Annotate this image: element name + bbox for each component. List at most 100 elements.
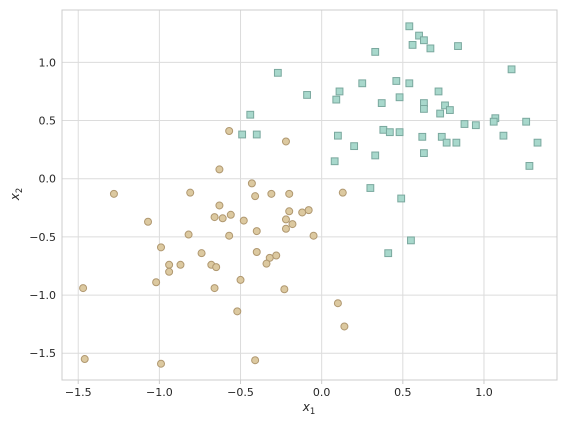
- square-point: [442, 138, 451, 147]
- circle-point: [186, 188, 195, 197]
- circle-point: [285, 189, 294, 198]
- x-axis-label: x1: [302, 400, 316, 417]
- square-point: [525, 162, 534, 170]
- circle-point: [176, 260, 185, 269]
- plot-border: [61, 9, 558, 381]
- circle-point: [226, 210, 235, 219]
- square-point: [395, 128, 404, 137]
- square-point: [445, 106, 454, 114]
- circle-point: [212, 263, 221, 272]
- square-point: [397, 194, 406, 203]
- circle-point: [109, 189, 118, 198]
- circle-point: [225, 231, 234, 240]
- circle-series: [79, 127, 349, 368]
- circle-point: [197, 249, 206, 258]
- square-point: [408, 41, 417, 49]
- circle-point: [285, 207, 294, 216]
- square-point: [303, 91, 311, 99]
- square-point: [334, 131, 342, 140]
- y-tick-label: −1.5: [29, 347, 56, 360]
- square-point: [452, 138, 461, 147]
- square-point: [418, 132, 427, 141]
- circle-point: [281, 224, 290, 233]
- square-point: [426, 44, 435, 53]
- y-tick-label: 0.0: [39, 173, 57, 186]
- circle-point: [251, 356, 260, 365]
- x-tick-label: −1.0: [146, 386, 173, 399]
- square-point: [415, 31, 423, 40]
- circle-point: [333, 299, 342, 308]
- square-point: [434, 87, 443, 96]
- circle-point: [281, 137, 290, 146]
- circle-point: [304, 206, 313, 215]
- square-point: [392, 77, 401, 85]
- square-point: [273, 68, 282, 77]
- square-point: [395, 93, 404, 102]
- circle-point: [157, 359, 165, 368]
- circle-point: [165, 267, 174, 276]
- square-point: [489, 117, 498, 126]
- square-point: [471, 121, 480, 130]
- circle-point: [247, 179, 256, 188]
- circle-point: [215, 165, 224, 174]
- circle-point: [239, 216, 248, 225]
- square-point: [371, 151, 380, 160]
- square-point: [371, 47, 380, 56]
- square-point: [379, 125, 388, 134]
- grid: [62, 10, 557, 380]
- circle-point: [309, 231, 318, 240]
- y-axis-label: x2: [8, 188, 25, 202]
- square-point: [437, 132, 446, 141]
- circle-point: [252, 248, 261, 257]
- circle-point: [79, 284, 88, 293]
- circle-point: [157, 243, 165, 252]
- circle-point: [215, 201, 224, 210]
- circle-point: [340, 322, 349, 331]
- square-point: [366, 184, 375, 192]
- circle-point: [80, 355, 89, 364]
- x-tick-label: 0.5: [394, 386, 412, 399]
- data-points: [79, 22, 542, 368]
- square-point: [460, 120, 469, 128]
- square-point: [350, 142, 359, 151]
- square-point: [533, 138, 542, 147]
- circle-point: [262, 259, 271, 268]
- y-tick-label: 0.5: [39, 115, 57, 128]
- circle-point: [218, 214, 227, 223]
- square-point: [377, 99, 386, 107]
- square-point: [405, 79, 414, 88]
- x-tick-label: 1.0: [475, 386, 493, 399]
- square-point: [420, 149, 428, 158]
- circle-point: [298, 208, 307, 217]
- square-point: [335, 87, 344, 96]
- square-point: [252, 130, 261, 139]
- circle-point: [210, 213, 219, 222]
- circle-point: [184, 230, 193, 239]
- tick-labels: −1.5 −1.0 −0.5 0.0 0.5 1.0 −1.5 −1.0 −0.5 0.0 0.5 1…: [29, 56, 492, 399]
- circle-point: [252, 227, 261, 236]
- square-point: [385, 128, 394, 137]
- square-point: [358, 79, 367, 88]
- square-point: [407, 236, 415, 245]
- circle-point: [225, 127, 234, 136]
- circle-point: [272, 251, 281, 260]
- y-tick-label: −0.5: [29, 231, 56, 244]
- square-point: [330, 157, 339, 166]
- circle-point: [288, 220, 297, 229]
- circle-point: [251, 192, 260, 201]
- x-tick-label: −1.5: [65, 386, 92, 399]
- axes-frame: [61, 9, 558, 384]
- circle-point: [338, 188, 347, 197]
- square-point: [454, 42, 462, 50]
- circle-point: [236, 275, 245, 284]
- square-point: [420, 104, 428, 113]
- square-point: [436, 109, 445, 118]
- circle-point: [281, 215, 290, 224]
- square-point: [405, 22, 414, 31]
- circle-point: [210, 284, 219, 293]
- y-tick-label: 1.0: [39, 56, 57, 69]
- square-point: [246, 110, 255, 119]
- square-point: [522, 117, 531, 126]
- square-series: [238, 22, 542, 258]
- circle-point: [280, 285, 289, 294]
